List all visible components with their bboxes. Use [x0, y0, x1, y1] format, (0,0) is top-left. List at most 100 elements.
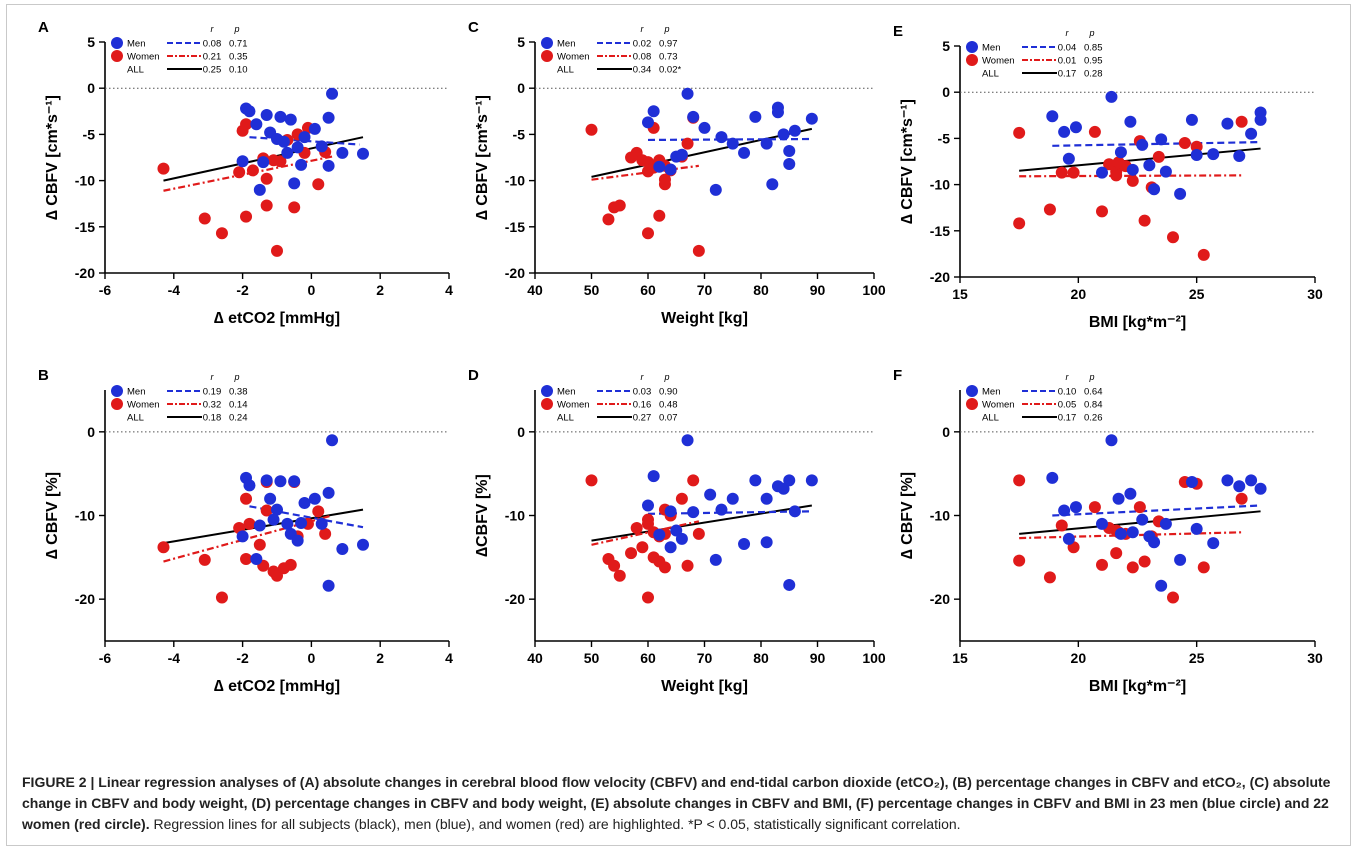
x-tick-label: 90	[810, 282, 826, 298]
legend-p-value: 0.10	[229, 65, 248, 76]
data-point-women	[233, 166, 246, 179]
data-point-men	[726, 492, 739, 505]
x-tick-label: -2	[236, 282, 249, 298]
data-point-women	[274, 155, 287, 168]
data-point-men	[295, 517, 308, 530]
panel-d: D 40 50 60 70 80 90 100 0 -10 -20 Weight [kg] ∆CBFV …	[468, 367, 886, 695]
legend-label-men: Men	[982, 43, 1000, 54]
data-point-men	[788, 124, 801, 137]
data-point-women	[157, 541, 170, 554]
x-tick-label: 50	[584, 650, 600, 666]
panel-letter: F	[893, 367, 902, 384]
data-point-women	[1178, 137, 1191, 150]
data-point-men	[653, 528, 666, 541]
data-point-women	[1235, 492, 1248, 505]
data-point-men	[1058, 125, 1071, 138]
y-tick-label: 5	[87, 34, 95, 50]
x-axis-label: ∆ etCO2 [mmHg]	[214, 310, 340, 327]
data-point-men	[783, 474, 796, 487]
data-point-men	[675, 148, 688, 161]
data-point-men	[315, 140, 328, 153]
data-point-women	[1013, 474, 1026, 487]
legend-marker-women	[966, 398, 978, 410]
data-point-women	[1133, 501, 1146, 514]
panel-e: E 15 20 25 30 5 0 -5 -10 -15 -20 BMI [kg*m⁻²] ∆ CBFV…	[893, 23, 1323, 331]
data-point-men	[687, 110, 700, 123]
legend-p-header: p	[663, 372, 669, 382]
data-point-women	[613, 199, 626, 212]
legend-p-header: p	[1088, 28, 1094, 38]
data-point-men	[1159, 165, 1172, 178]
data-point-men	[681, 434, 694, 447]
y-tick-label: -20	[505, 591, 525, 607]
data-point-men	[1221, 474, 1234, 487]
data-point-men	[322, 159, 335, 172]
legend-r-value: 0.08	[633, 52, 652, 63]
data-point-men	[336, 542, 349, 555]
data-point-men	[681, 87, 694, 100]
data-point-women	[658, 561, 671, 574]
data-point-men	[1233, 480, 1246, 493]
legend-marker-men	[111, 385, 123, 397]
data-point-men	[1221, 117, 1234, 130]
data-point-men	[1136, 513, 1149, 526]
data-point-women	[602, 213, 615, 226]
regression-line-women	[591, 520, 700, 546]
data-point-women	[642, 227, 654, 240]
data-point-men	[704, 488, 717, 501]
data-point-men	[250, 118, 263, 131]
legend-label-women: Women	[127, 400, 160, 411]
x-tick-label: 20	[1071, 650, 1087, 666]
legend-r-value: 0.17	[1058, 413, 1077, 424]
legend-p-header: p	[663, 24, 669, 34]
data-point-men	[308, 122, 321, 135]
data-point-men	[357, 538, 369, 551]
data-point-men	[1254, 482, 1267, 495]
data-point-men	[1233, 149, 1246, 162]
data-point-women	[1235, 115, 1248, 128]
data-point-men	[291, 534, 304, 547]
regression-line-women	[163, 155, 333, 192]
data-point-women	[1043, 203, 1056, 216]
data-point-men	[1245, 127, 1258, 140]
data-point-men	[1069, 501, 1082, 514]
data-point-men	[653, 160, 666, 173]
legend-label-men: Men	[557, 387, 575, 398]
data-point-men	[308, 492, 321, 505]
data-point-men	[1155, 579, 1168, 592]
legend-label-all: ALL	[982, 69, 999, 80]
data-point-men	[274, 475, 287, 488]
x-axis-label: Weight [kg]	[661, 678, 748, 695]
legend-marker-men	[541, 37, 553, 49]
data-point-men	[1159, 517, 1172, 530]
x-axis-label: Weight [kg]	[661, 310, 748, 327]
data-point-men	[274, 110, 287, 123]
legend-label-men: Men	[982, 387, 1000, 398]
x-tick-label: 100	[862, 650, 886, 666]
data-point-men	[1185, 113, 1198, 126]
y-axis-label: ∆ CBFV [cm*s⁻¹]	[44, 95, 61, 220]
y-tick-label: -10	[505, 173, 525, 189]
x-tick-label: 20	[1071, 286, 1087, 302]
data-point-men	[257, 156, 270, 169]
data-point-women	[1067, 166, 1080, 179]
y-tick-label: 0	[942, 424, 950, 440]
data-point-women	[630, 522, 643, 535]
legend-label-women: Women	[557, 400, 590, 411]
regression-line-men	[1052, 140, 1261, 147]
legend-p-value: 0.07	[659, 413, 678, 424]
y-tick-label: 0	[87, 424, 95, 440]
data-point-men	[1148, 536, 1161, 549]
legend-r-header: r	[1066, 372, 1070, 382]
data-point-men	[267, 513, 280, 526]
y-axis-label: ∆CBFV [%]	[474, 474, 491, 557]
data-point-men	[1148, 183, 1161, 196]
legend-marker-women	[966, 54, 978, 66]
data-point-men	[1254, 113, 1267, 126]
x-tick-label: 15	[952, 286, 968, 302]
data-point-women	[1110, 547, 1123, 560]
data-point-women	[692, 244, 705, 257]
legend-p-value: 0.73	[659, 52, 678, 63]
figure-caption: FIGURE 2 | Linear regression analyses of…	[22, 772, 1342, 835]
data-point-women	[1055, 519, 1068, 532]
